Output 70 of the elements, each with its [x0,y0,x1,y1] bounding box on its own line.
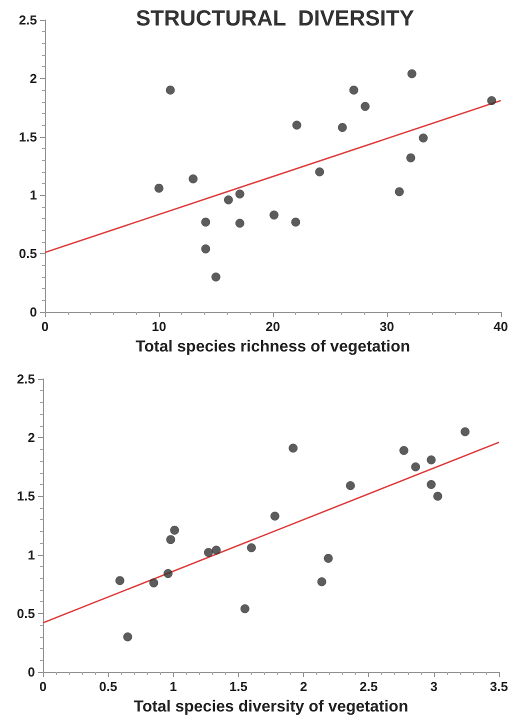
point [211,272,220,282]
point [394,187,404,196]
y-tick-label: 2.5 [18,12,37,28]
point [487,96,496,106]
y-tick-label: 1 [28,547,35,562]
x-axis-title: Total species diversity of vegetation [134,698,408,716]
point [288,444,298,453]
point [291,218,300,227]
y-tick-label: 0.5 [18,246,37,262]
x-tick-label: 2 [300,679,308,694]
x-tick-label: 3 [430,679,438,694]
point [123,632,132,642]
chart-title: STRUCTURAL DIVERSITY [136,6,414,30]
point [166,535,176,544]
point [460,427,470,436]
x-tick-label: 1.5 [229,679,248,694]
y-tick-label: 1.5 [16,488,35,504]
point [166,86,175,95]
y-tick-label: 1.5 [18,129,37,144]
point [201,218,210,227]
x-axis-title: Total species richness of vegetation [136,338,410,356]
x-tick-label: 1 [170,679,177,694]
point [338,122,347,132]
point [317,577,326,586]
point [349,86,358,95]
x-tick-label: 40 [494,319,508,334]
point [270,512,280,521]
y-tick-label: 2.5 [16,372,35,386]
point [188,174,198,184]
y-tick-label: 2 [28,430,35,446]
point [292,120,302,130]
point [201,244,210,254]
point [426,455,436,464]
point [406,153,416,162]
point [164,569,173,578]
x-tick-label: 10 [152,319,166,334]
point [235,218,244,228]
point [360,102,370,111]
point [115,576,124,586]
x-tick-label: 30 [380,319,394,334]
point [411,462,420,472]
x-tick-label: 0 [41,319,49,334]
point [426,480,436,489]
x-tick-label: 0 [39,679,47,694]
x-tick-label: 3.5 [490,679,508,694]
point [224,195,233,204]
point [170,526,180,535]
point [346,481,355,490]
y-tick-label: 0.5 [16,606,35,621]
y-tick-label: 0 [28,664,35,680]
point [399,446,408,455]
point [407,69,416,78]
point [324,554,333,563]
point [246,543,256,552]
point [212,546,221,555]
point [315,167,324,176]
x-tick-label: 2.5 [360,679,378,694]
point [418,133,428,142]
x-tick-label: 20 [266,319,280,334]
point [154,184,164,193]
point [270,210,279,220]
point [149,578,158,588]
point [204,548,213,557]
point [235,190,244,199]
y-tick-label: 2 [30,70,37,86]
point [240,604,250,614]
x-tick-label: 0.5 [99,679,118,694]
point [433,492,442,501]
y-tick-label: 1 [30,188,37,203]
y-tick-label: 0 [30,304,37,320]
